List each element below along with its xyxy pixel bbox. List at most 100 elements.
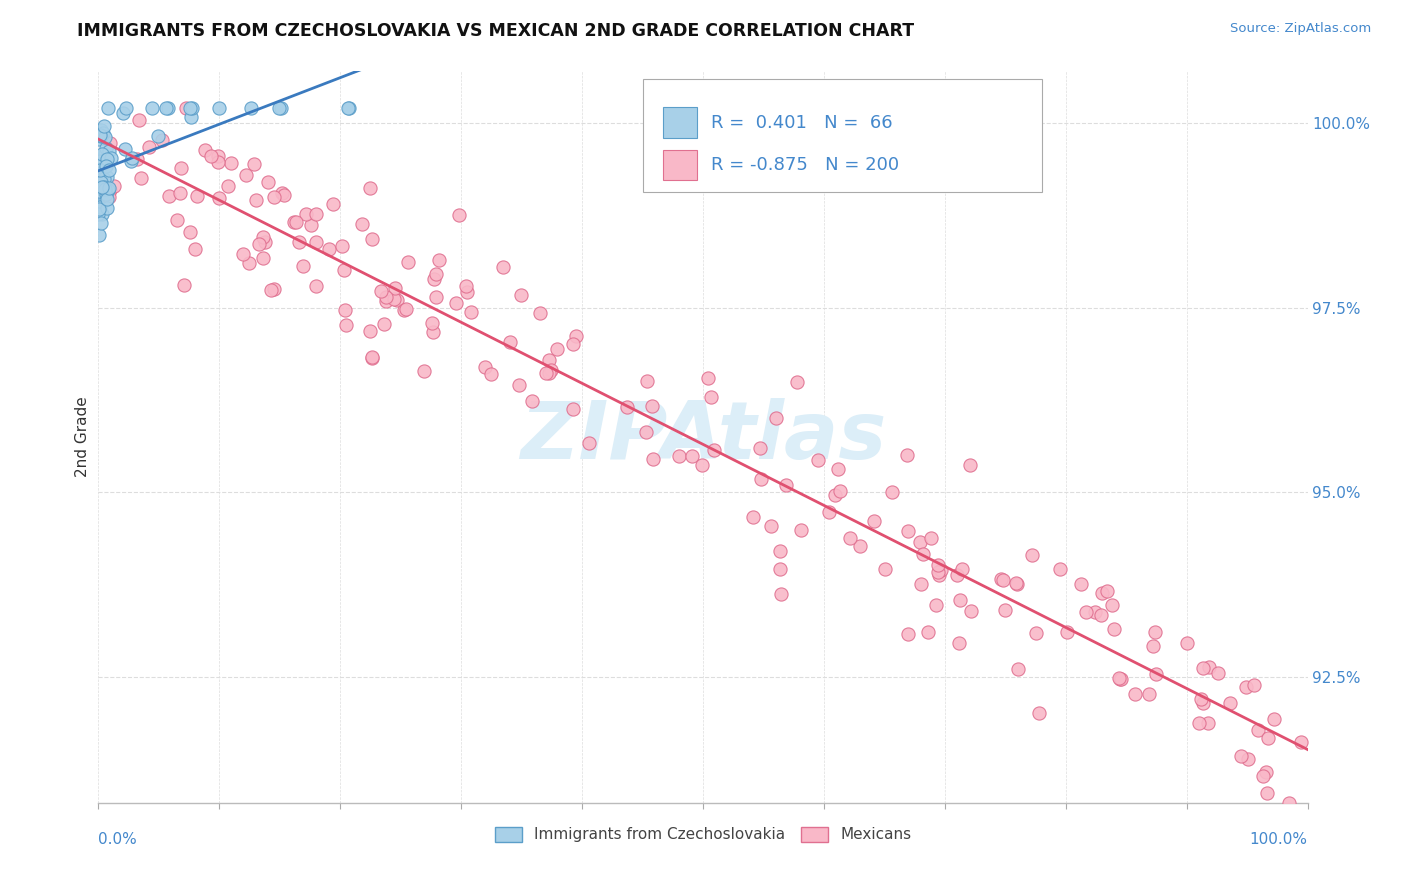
Point bbox=[681, 449, 703, 463]
Point bbox=[1198, 660, 1220, 674]
Point bbox=[1056, 625, 1078, 640]
Point bbox=[949, 593, 972, 607]
Point bbox=[97, 190, 120, 204]
Point bbox=[98, 183, 121, 197]
Point bbox=[98, 136, 121, 151]
Point bbox=[1188, 716, 1211, 731]
Point bbox=[479, 368, 502, 382]
Text: 0.0%: 0.0% bbox=[98, 832, 138, 847]
Point bbox=[254, 235, 277, 249]
Text: R =  0.401   N =  66: R = 0.401 N = 66 bbox=[711, 113, 893, 132]
Point bbox=[1230, 749, 1253, 764]
Point bbox=[1070, 577, 1092, 591]
Point bbox=[305, 278, 328, 293]
Point bbox=[538, 352, 561, 367]
Point bbox=[194, 143, 217, 157]
Point bbox=[920, 531, 942, 545]
Point bbox=[1256, 765, 1278, 780]
Point bbox=[396, 254, 419, 268]
Point bbox=[93, 119, 115, 133]
Point bbox=[87, 207, 110, 221]
Point bbox=[769, 587, 792, 601]
Point bbox=[93, 126, 115, 140]
Point bbox=[1049, 562, 1071, 576]
FancyBboxPatch shape bbox=[643, 78, 1042, 192]
Point bbox=[1256, 786, 1278, 800]
Text: Source: ZipAtlas.com: Source: ZipAtlas.com bbox=[1230, 22, 1371, 36]
Point bbox=[169, 161, 191, 175]
Point bbox=[700, 390, 723, 404]
Point bbox=[546, 343, 568, 357]
Point bbox=[697, 371, 720, 385]
Point bbox=[863, 514, 886, 528]
Point bbox=[299, 218, 322, 232]
Point bbox=[425, 267, 447, 281]
Point bbox=[456, 285, 478, 299]
Point bbox=[1028, 706, 1050, 720]
Point bbox=[1206, 665, 1229, 680]
Point bbox=[382, 292, 405, 306]
Point bbox=[238, 255, 260, 269]
Point bbox=[181, 101, 204, 115]
Point bbox=[100, 151, 122, 165]
Point bbox=[91, 180, 114, 194]
Point bbox=[873, 562, 896, 576]
Point bbox=[510, 287, 533, 301]
Point bbox=[318, 243, 340, 257]
Point bbox=[1219, 696, 1241, 710]
Point bbox=[413, 363, 436, 377]
Point bbox=[534, 367, 557, 381]
Point bbox=[361, 232, 384, 246]
Point bbox=[925, 598, 948, 612]
Point bbox=[1101, 599, 1123, 613]
Point bbox=[96, 153, 118, 167]
Point bbox=[335, 318, 357, 332]
Point bbox=[427, 252, 450, 267]
Point bbox=[350, 217, 373, 231]
Point bbox=[166, 213, 188, 227]
Point bbox=[1090, 608, 1112, 623]
Point bbox=[336, 101, 359, 115]
Point bbox=[499, 334, 522, 349]
Point bbox=[703, 442, 725, 457]
Point bbox=[91, 172, 114, 186]
Point bbox=[90, 175, 112, 189]
Point bbox=[742, 510, 765, 524]
Point bbox=[786, 375, 808, 389]
Point bbox=[1263, 712, 1285, 726]
Point bbox=[120, 153, 142, 168]
Point bbox=[529, 306, 551, 320]
Point bbox=[273, 187, 295, 202]
Point bbox=[94, 159, 117, 173]
Point bbox=[156, 101, 179, 115]
Point bbox=[830, 483, 852, 498]
Point bbox=[288, 235, 311, 249]
Point bbox=[425, 290, 447, 304]
Point bbox=[200, 149, 222, 163]
Point bbox=[98, 163, 121, 178]
Point bbox=[1090, 586, 1112, 600]
Point bbox=[561, 337, 583, 351]
Point bbox=[769, 562, 792, 576]
Point bbox=[96, 169, 118, 184]
Point bbox=[990, 572, 1012, 586]
Point bbox=[1074, 605, 1097, 619]
Point bbox=[636, 374, 658, 388]
Point bbox=[824, 488, 846, 502]
Point bbox=[960, 603, 983, 617]
Point bbox=[114, 143, 136, 157]
Point bbox=[839, 531, 862, 545]
Point bbox=[444, 296, 467, 310]
Point bbox=[150, 133, 173, 147]
Point bbox=[395, 301, 418, 316]
Point bbox=[263, 282, 285, 296]
Point bbox=[1237, 752, 1260, 766]
Point bbox=[98, 144, 121, 158]
Point bbox=[94, 182, 117, 196]
Point bbox=[252, 230, 274, 244]
Point bbox=[1108, 671, 1130, 685]
Point bbox=[1144, 666, 1167, 681]
Point bbox=[690, 458, 713, 472]
Point bbox=[540, 363, 562, 377]
Point bbox=[423, 272, 446, 286]
